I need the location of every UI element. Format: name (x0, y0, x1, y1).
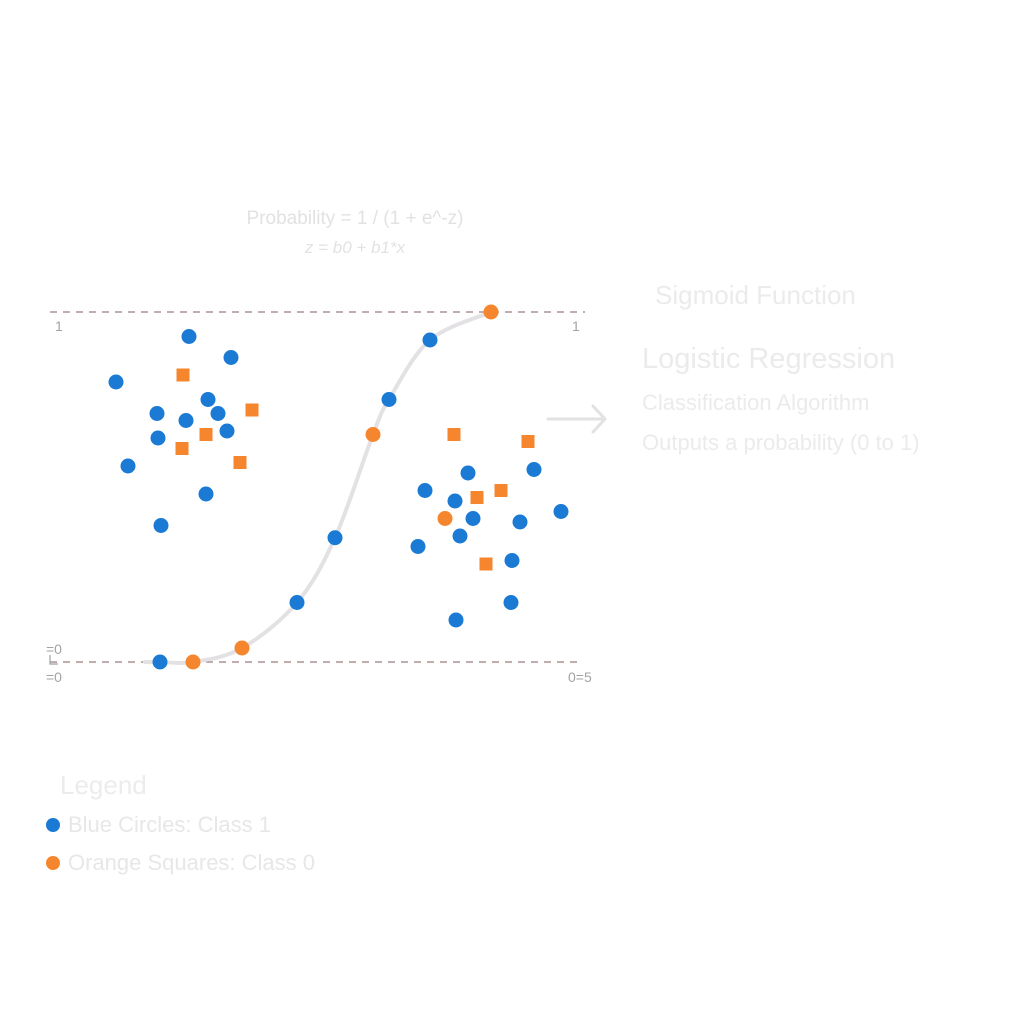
cluster-a-blue-circle-7 (150, 430, 166, 446)
cluster-a-blue-circle-0 (181, 329, 197, 344)
cluster-a-orange-square-4 (233, 456, 247, 469)
cluster-a-blue-circle-3 (200, 392, 216, 407)
legend-label-class-0: Orange Squares: Class 0 (68, 850, 316, 875)
cluster-b-blue-circle-6 (512, 514, 528, 530)
sigmoid-point-2 (234, 640, 250, 656)
cluster-b-blue-circle-3 (447, 493, 463, 509)
logistic-regression-title: Logistic Regression (642, 343, 896, 375)
formula-line-2: z = b0 + b1*x (304, 238, 406, 257)
sigmoid-point-6 (381, 392, 397, 407)
cluster-b-blue-circle-8 (410, 539, 426, 554)
tick-label-left-mid: =0 (46, 641, 62, 657)
cluster-b-blue-circle-10 (503, 595, 519, 610)
cluster-b-orange-square-3 (470, 491, 484, 504)
sigmoid-point-4 (327, 530, 343, 546)
cluster-b-orange-square-0 (447, 428, 461, 441)
cluster-b-orange-circle-0 (437, 511, 453, 526)
cluster-a-orange-square-2 (199, 428, 213, 441)
tick-label-right-top: 1 (572, 318, 580, 334)
cluster-a-blue-circle-1 (108, 374, 124, 390)
description-line-2: Outputs a probability (0 to 1) (642, 430, 920, 455)
sigmoid-curve (143, 310, 493, 666)
sigmoid-point-3 (289, 595, 305, 610)
cluster-a-blue-circle-4 (149, 406, 165, 421)
cluster-b-orange-square-4 (479, 557, 493, 571)
cluster-b-blue-circle-4 (553, 504, 569, 519)
sigmoid-function-label: Sigmoid Function (655, 280, 856, 310)
sigmoid-point-5 (365, 427, 381, 442)
origin-corner-mark (49, 655, 58, 665)
cluster-a-blue-circle-9 (120, 458, 136, 474)
axes-layer (49, 311, 607, 665)
legend-item-class-0: Orange Squares: Class 0 (46, 850, 315, 876)
legend-item-class-1: Blue Circles: Class 1 (46, 812, 271, 838)
sigmoid-point-7 (422, 332, 438, 348)
legend-label-class-1: Blue Circles: Class 1 (68, 812, 271, 837)
cluster-a-blue-circle-10 (198, 486, 214, 502)
cluster-a-blue-circle-11 (153, 518, 169, 533)
right-arrow-icon (546, 404, 607, 434)
cluster-a-blue-circle-6 (178, 413, 194, 428)
cluster-b-blue-circle-0 (526, 462, 542, 477)
orange-circle-icon (46, 856, 60, 870)
tick-label-right-bottom: 0=5 (568, 669, 592, 685)
legend-title: Legend (60, 770, 147, 800)
sigmoid-point-8 (483, 304, 499, 320)
curve-layer (143, 310, 493, 666)
cluster-a-orange-square-3 (175, 442, 189, 455)
cluster-a-blue-circle-2 (223, 350, 239, 365)
cluster-a-orange-square-1 (245, 403, 259, 417)
cluster-b-blue-circle-1 (460, 465, 476, 481)
sigmoid-point-1 (185, 654, 201, 670)
cluster-b-blue-circle-9 (504, 553, 520, 568)
sigmoid-point-0 (152, 654, 168, 670)
cluster-a-orange-square-0 (176, 368, 190, 382)
formula-line-1: Probability = 1 / (1 + e^-z) (246, 208, 464, 229)
cluster-a-blue-circle-8 (219, 423, 235, 439)
cluster-b-blue-circle-2 (417, 483, 433, 498)
blue-circle-icon (46, 818, 60, 832)
tick-label-left-bottom: =0 (46, 669, 62, 685)
cluster-b-blue-circle-11 (448, 612, 464, 628)
cluster-b-blue-circle-7 (452, 528, 468, 544)
description-line-1: Classification Algorithm (642, 390, 870, 415)
cluster-b-orange-square-1 (521, 435, 535, 448)
cluster-a-blue-circle-5 (210, 406, 226, 421)
points-layer (108, 304, 569, 670)
cluster-b-blue-circle-5 (465, 511, 481, 526)
cluster-b-orange-square-2 (494, 484, 508, 497)
tick-label-left-top: 1 (55, 318, 63, 334)
